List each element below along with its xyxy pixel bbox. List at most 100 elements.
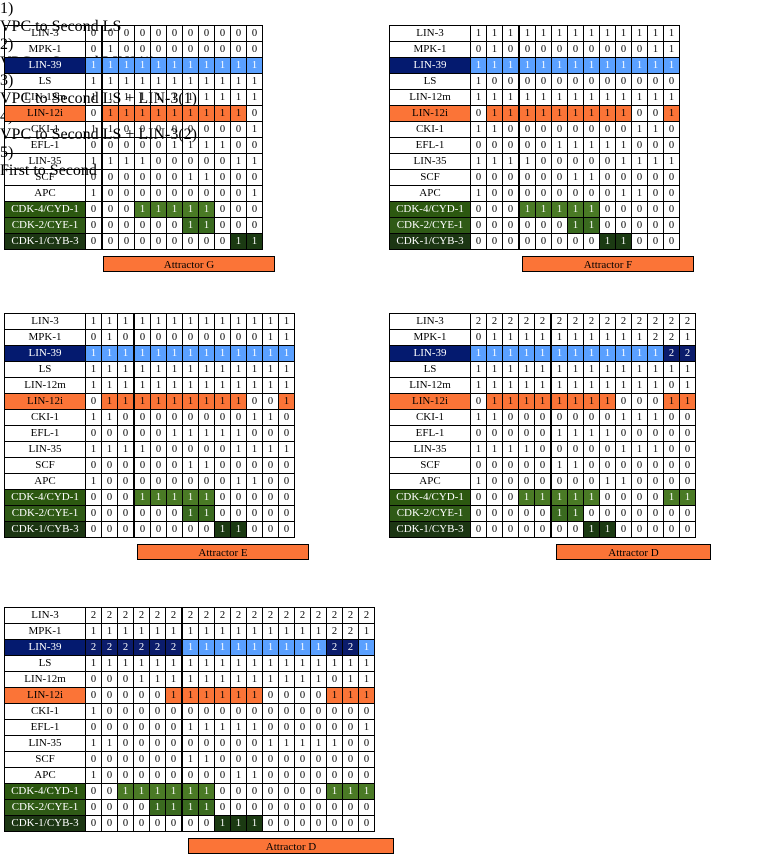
state-cell: 0 [150, 169, 167, 186]
state-cell: 0 [101, 137, 119, 154]
state-cell: 0 [647, 105, 664, 122]
state-cell: 1 [294, 655, 311, 672]
state-cell: 1 [198, 425, 215, 442]
state-cell: 0 [246, 703, 263, 720]
state-cell: 2 [310, 607, 327, 624]
state-cell: 1 [101, 735, 118, 752]
state-cell: 1 [663, 153, 680, 170]
state-cell: 0 [214, 703, 231, 720]
state-cell: 1 [246, 409, 263, 426]
state-cell: 1 [534, 361, 552, 378]
node-label: CDK-2/CYE-1 [389, 505, 471, 522]
node-label: LIN-35 [4, 441, 86, 458]
state-cell: 0 [599, 217, 616, 234]
state-cell: 0 [599, 441, 616, 458]
state-cell: 1 [262, 361, 279, 378]
state-cell: 1 [117, 623, 134, 640]
state-cell: 0 [181, 735, 199, 752]
state-cell: 0 [166, 25, 183, 42]
state-cell: 2 [214, 607, 231, 624]
state-cell: 0 [631, 505, 648, 522]
table-row: LIN-12m 0 0 0 1 1 1 1 1 1 1 1 1 1 1 1 0 1 1 [4, 671, 375, 688]
state-cell: 1 [310, 639, 327, 656]
state-cell: 0 [182, 153, 199, 170]
state-cell: 1 [165, 783, 183, 800]
state-cell: 0 [246, 783, 263, 800]
state-cell: 0 [214, 799, 231, 816]
state-cell: 0 [214, 233, 231, 250]
state-cell: 0 [198, 815, 215, 832]
table-row: LIN-39 1 1 1 1 1 1 1 1 1 1 1 1 1 [4, 345, 295, 362]
state-cell: 0 [631, 489, 648, 506]
state-cell: 1 [663, 489, 680, 506]
state-cell: 0 [599, 169, 616, 186]
state-cell: 1 [599, 361, 616, 378]
state-cell: 1 [535, 57, 552, 74]
state-cell: 1 [534, 393, 552, 410]
state-cell: 1 [278, 329, 295, 346]
state-cell: 1 [262, 329, 279, 346]
state-cell: 1 [470, 473, 487, 490]
state-cell: 1 [246, 233, 263, 250]
table-row: EFL-1 0 0 0 0 0 1 1 1 1 0 0 [4, 137, 263, 154]
state-table: LIN-3 2 2 2 2 2 2 2 2 2 2 2 2 2 2 2 2 2 2 MPK-1 1 1 1 1 1 1 1 1 1 1 1 1… [4, 607, 375, 832]
state-cell: 0 [663, 185, 680, 202]
state-cell: 0 [134, 233, 151, 250]
node-label: LIN-12m [4, 377, 86, 394]
state-cell: 2 [342, 623, 359, 640]
state-cell: 0 [278, 687, 295, 704]
state-cell: 1 [230, 425, 247, 442]
state-cell: 1 [567, 201, 584, 218]
state-cell: 0 [133, 799, 150, 816]
state-cell: 1 [550, 361, 568, 378]
state-cell: 1 [165, 623, 183, 640]
state-cell: 1 [583, 361, 600, 378]
state-cell: 0 [262, 703, 279, 720]
state-cell: 0 [85, 751, 102, 768]
state-table: LIN-3 1 1 1 1 1 1 1 1 1 1 1 1 1 MPK-1 0 1 0 0 0 0 0 0 0 0 0 1 1 LIN-… [4, 313, 295, 538]
state-cell: 0 [470, 457, 487, 474]
state-cell: 1 [294, 639, 311, 656]
state-cell: 1 [198, 655, 215, 672]
table-row: LIN-12i 0 1 1 1 1 1 1 1 1 1 0 0 1 [389, 105, 680, 122]
node-label: LIN-3 [4, 25, 86, 42]
state-cell: 1 [663, 89, 680, 106]
state-cell: 0 [535, 169, 552, 186]
state-cell: 1 [470, 73, 487, 90]
state-cell: 1 [663, 105, 680, 122]
state-cell: 2 [663, 345, 680, 362]
state-cell: 2 [502, 313, 519, 330]
state-cell: 0 [502, 473, 519, 490]
state-cell: 0 [85, 169, 103, 186]
state-cell: 0 [518, 121, 536, 138]
state-cell: 1 [583, 137, 600, 154]
state-cell: 1 [518, 441, 535, 458]
table-row: LIN-12m 1 1 1 1 1 1 1 1 1 1 1 1 0 1 [389, 377, 696, 394]
state-cell: 0 [230, 41, 247, 58]
state-cell: 0 [101, 767, 118, 784]
table-row: MPK-1 0 1 1 1 1 1 1 1 1 1 1 2 2 1 [389, 329, 696, 346]
state-cell: 1 [599, 89, 616, 106]
state-cell: 0 [567, 409, 584, 426]
state-cell: 0 [583, 457, 600, 474]
state-cell: 0 [230, 121, 247, 138]
state-cell: 0 [534, 505, 552, 522]
state-cell: 1 [198, 719, 215, 736]
state-cell: 1 [101, 441, 118, 458]
state-cell: 0 [246, 457, 263, 474]
state-cell: 0 [567, 441, 584, 458]
state-cell: 1 [599, 345, 616, 362]
state-cell: 1 [326, 687, 343, 704]
state-cell: 0 [631, 233, 648, 250]
state-cell: 0 [551, 121, 568, 138]
state-cell: 0 [551, 73, 568, 90]
state-cell: 0 [181, 815, 199, 832]
state-cell: 0 [101, 169, 119, 186]
state-cell: 0 [198, 767, 215, 784]
state-cell: 1 [326, 783, 343, 800]
state-cell: 0 [599, 73, 616, 90]
node-label: LIN-39 [389, 345, 471, 362]
state-cell: 1 [615, 137, 632, 154]
state-cell: 1 [182, 217, 199, 234]
state-cell: 1 [198, 169, 215, 186]
